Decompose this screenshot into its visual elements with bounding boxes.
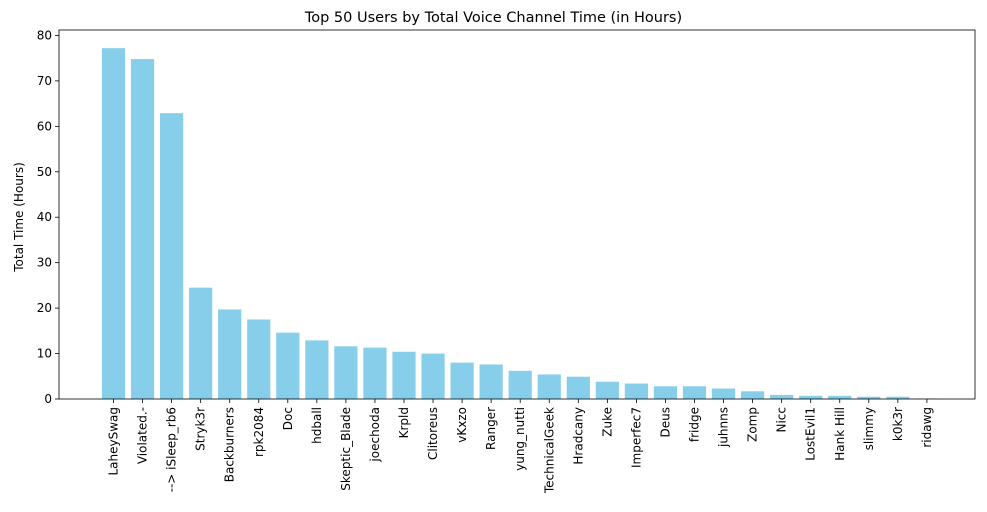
bar-6 — [276, 332, 300, 399]
bar-9 — [363, 347, 387, 399]
x-tick-label: Clitoreus — [426, 407, 440, 460]
bar-12 — [450, 362, 474, 399]
x-tick-label: Violated.- — [136, 407, 150, 464]
x-tick-label: LaheySwag — [107, 407, 121, 476]
x-tick-label: Doc — [281, 407, 295, 430]
x-tick-label: Hank Hill — [833, 407, 847, 461]
bars-group — [101, 48, 939, 400]
bar-11 — [421, 353, 445, 399]
x-tick-label: juhnns — [717, 407, 731, 448]
y-axis-label: Total Time (Hours) — [12, 162, 26, 273]
bar-2 — [160, 113, 184, 400]
bar-18 — [624, 383, 648, 399]
y-tick-label: 70 — [37, 74, 52, 88]
bar-0 — [101, 48, 126, 400]
y-tick-label: 0 — [44, 392, 52, 406]
x-tick-label: ridawg — [920, 407, 934, 448]
x-tick-label: hdball — [310, 407, 324, 444]
bar-7 — [305, 340, 329, 399]
bar-21 — [711, 388, 736, 399]
x-tick-label: yung_nutti — [513, 407, 527, 471]
x-tick-label: Nicc — [775, 407, 789, 433]
bar-23 — [770, 394, 794, 399]
x-tick-label: Zuke — [600, 407, 614, 437]
x-tick-label: Backburners — [223, 407, 237, 482]
bar-1 — [130, 59, 155, 400]
bar-10 — [392, 351, 416, 399]
bar-4 — [218, 309, 242, 399]
x-tick-label: Imperfec7 — [629, 407, 643, 468]
x-tick-label: Krpld — [397, 407, 411, 438]
x-tick-label: slimmy — [862, 407, 876, 450]
bar-8 — [334, 346, 358, 399]
plot-frame — [58, 29, 976, 400]
bar-13 — [479, 364, 503, 399]
x-axis-ticks: LaheySwag Violated.- --> iSleep_rb6 Stryk3r… — [107, 399, 934, 494]
y-tick-label: 30 — [37, 256, 52, 270]
y-tick-label: 20 — [37, 301, 52, 315]
x-tick-label: Deus — [658, 407, 672, 437]
y-tick-label: 80 — [37, 28, 52, 42]
y-tick-label: 10 — [37, 347, 52, 361]
x-tick-label: k0k3r — [891, 407, 905, 441]
bar-26 — [857, 396, 881, 399]
x-tick-label: Ranger — [484, 407, 498, 450]
x-tick-label: LostEvil1 — [804, 407, 818, 461]
bar-16 — [566, 376, 590, 399]
chart-title: Top 50 Users by Total Voice Channel Time… — [304, 10, 682, 26]
y-axis-ticks: 0 10 20 30 40 50 60 70 80 — [37, 28, 59, 406]
bar-14 — [508, 370, 532, 399]
x-tick-label: Stryk3r — [194, 407, 208, 451]
bar-20 — [682, 386, 707, 399]
bar-22 — [741, 391, 765, 399]
x-tick-label: TechnicalGeek — [542, 407, 556, 494]
x-tick-label: Zomp — [746, 407, 760, 442]
x-tick-label: Skeptic_Blade — [339, 407, 353, 491]
bar-5 — [247, 319, 271, 399]
y-tick-label: 60 — [37, 119, 52, 133]
bar-3 — [189, 287, 213, 399]
x-tick-label: --> iSleep_rb6 — [165, 407, 179, 492]
bar-25 — [828, 395, 852, 399]
y-tick-label: 50 — [37, 165, 52, 179]
bar-15 — [537, 374, 561, 399]
bar-27 — [886, 396, 910, 399]
x-tick-label: rpk2084 — [252, 407, 266, 457]
x-tick-label: Hradcany — [571, 407, 585, 465]
bar-19 — [653, 386, 678, 399]
x-tick-label: joechoda — [368, 407, 382, 463]
y-tick-label: 40 — [37, 210, 52, 224]
bar-24 — [799, 395, 823, 399]
x-tick-label: vKxzo — [455, 407, 469, 443]
x-tick-label: fridge — [688, 407, 702, 442]
bar-17 — [595, 381, 619, 399]
